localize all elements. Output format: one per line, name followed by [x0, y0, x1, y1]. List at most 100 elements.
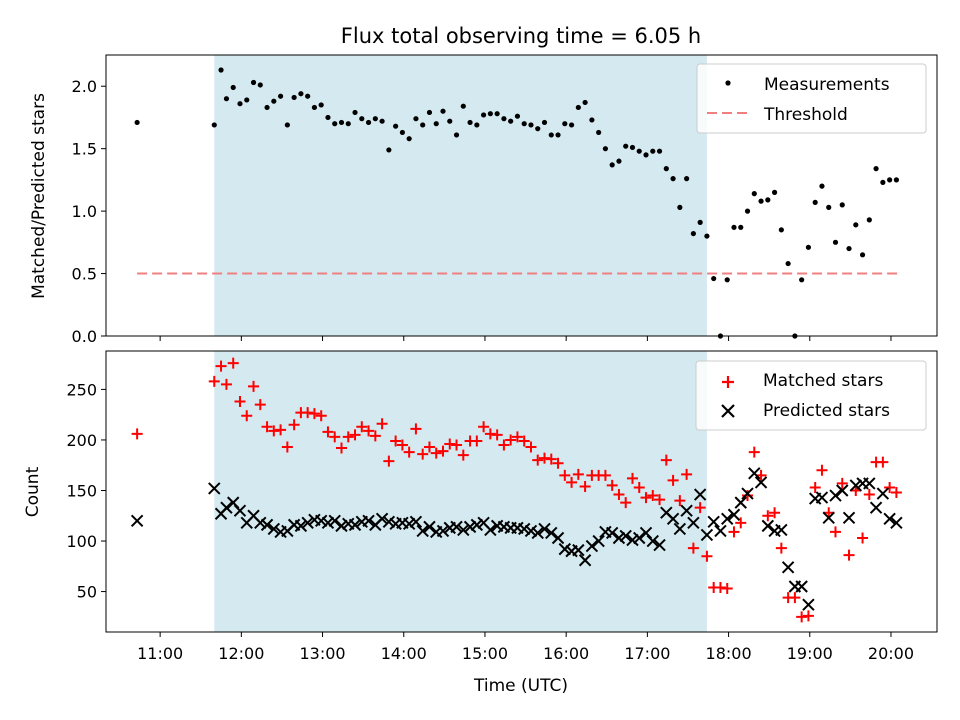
predicted-star-point: [802, 598, 815, 611]
matched-star-point: [654, 494, 666, 506]
measurement-point: [325, 114, 331, 121]
predicted-star-point: [524, 524, 538, 538]
bottom-x-ticks: 11:00 12:00 13:00 14:00 15:00 16:00 17:00 18:00…: [137, 632, 914, 663]
measurement-point: [873, 166, 879, 172]
predicted-star-point: [727, 508, 741, 521]
matched-star-point: [660, 454, 672, 466]
predicted-star-point: [876, 487, 890, 500]
measurement-point: [311, 104, 318, 111]
matched-star-point: [735, 517, 747, 529]
matched-star-point: [775, 542, 787, 554]
measurement-point: [218, 67, 224, 73]
measurement-point: [365, 119, 372, 126]
predicted-star-point: [260, 518, 274, 532]
measurement-point: [257, 82, 263, 88]
matched-star-point: [451, 439, 463, 451]
matched-star-point: [762, 510, 774, 522]
predicted-star-point: [450, 520, 463, 534]
matched-star-point: [329, 431, 341, 443]
top-points-layer: [134, 67, 899, 339]
predicted-star-point: [517, 522, 531, 536]
measurement-point: [413, 116, 419, 122]
top-shaded-region: [214, 55, 707, 336]
top-x-ticks: [159, 336, 892, 341]
measurement-point: [244, 97, 250, 103]
matched-star-point: [748, 446, 760, 458]
predicted-star-point: [572, 543, 585, 557]
measurement-point: [440, 108, 446, 114]
measurement-point: [751, 191, 757, 197]
matched-star-point: [234, 396, 246, 408]
measurement-point: [629, 144, 636, 151]
measurement-point: [650, 148, 656, 154]
measurement-point: [379, 118, 385, 124]
predicted-star-point: [254, 516, 267, 530]
y-tick-label: 1.5: [72, 140, 97, 159]
matched-star-point: [613, 489, 625, 501]
matched-star-point: [275, 424, 287, 436]
measurement-point: [568, 122, 575, 128]
top-y-ticks: 0.0 0.5 1.0 1.5 2.0: [72, 77, 106, 346]
predicted-star-point: [700, 528, 714, 542]
predicted-star-point: [646, 534, 659, 548]
matched-star-point: [423, 441, 435, 453]
predicted-star-point: [470, 518, 484, 532]
matched-star-point: [437, 445, 449, 457]
predicted-star-point: [538, 522, 551, 536]
predicted-star-point: [680, 504, 693, 517]
matched-star-point: [349, 429, 361, 441]
predicted-star-point: [592, 534, 605, 548]
measurement-point: [697, 219, 703, 225]
matched-star-point: [322, 426, 334, 438]
predicted-star-point: [484, 523, 497, 537]
predicted-star-point: [612, 531, 626, 545]
predicted-star-point: [375, 512, 389, 525]
measurement-point: [623, 143, 629, 149]
predicted-star-point: [666, 512, 680, 525]
predicted-star-point: [402, 517, 416, 531]
measurement-point: [134, 119, 140, 126]
bottom-legend-box: [695, 360, 927, 431]
top-panel: Flux total observing time = 6.05 h 0.00.…: [29, 24, 938, 346]
matched-star-point: [694, 502, 706, 514]
matched-star-point: [403, 446, 415, 458]
x-tick-label: 18:00: [706, 644, 752, 663]
measurement-point: [799, 277, 805, 283]
matched-star-point: [532, 454, 544, 466]
y-tick-label: 2.0: [72, 77, 97, 96]
matched-star-point: [363, 425, 375, 437]
measurement-point: [264, 104, 270, 111]
bottom-points-layer: [130, 357, 903, 623]
measurement-point: [859, 252, 866, 258]
matched-star-point: [687, 542, 699, 554]
matched-star-point: [566, 476, 578, 488]
matched-star-point: [505, 434, 517, 446]
predicted-star-point: [328, 514, 341, 528]
measurement-point: [731, 224, 737, 230]
measurement-point: [230, 84, 236, 91]
measurement-point: [562, 121, 568, 127]
predicted-star-point: [463, 520, 477, 534]
measurement-point: [887, 177, 893, 183]
y-tick-label: 0.5: [72, 265, 97, 284]
bottom-y-ticks: 50 100 150 200 250: [66, 380, 106, 602]
bottom-plot-frame: [105, 350, 938, 633]
x-axis-label: Time (UTC): [473, 676, 568, 696]
predicted-star-point: [836, 484, 849, 497]
x-tick-label: 20:00: [868, 644, 914, 663]
predicted-star-point: [781, 561, 795, 574]
matched-star-point: [742, 490, 754, 502]
measurement-point: [663, 166, 669, 172]
matched-star-point: [857, 532, 869, 544]
matched-star-point: [511, 431, 523, 443]
matched-star-point: [248, 380, 260, 392]
measurement-point: [582, 99, 588, 106]
matched-star-point: [728, 526, 740, 538]
predicted-star-point: [673, 522, 687, 536]
measurement-point: [352, 109, 358, 116]
predicted-star-point: [585, 539, 599, 553]
measurement-point: [514, 113, 521, 119]
matched-star-point: [471, 435, 483, 447]
matched-star-point: [227, 357, 239, 369]
measurement-point: [487, 111, 493, 117]
